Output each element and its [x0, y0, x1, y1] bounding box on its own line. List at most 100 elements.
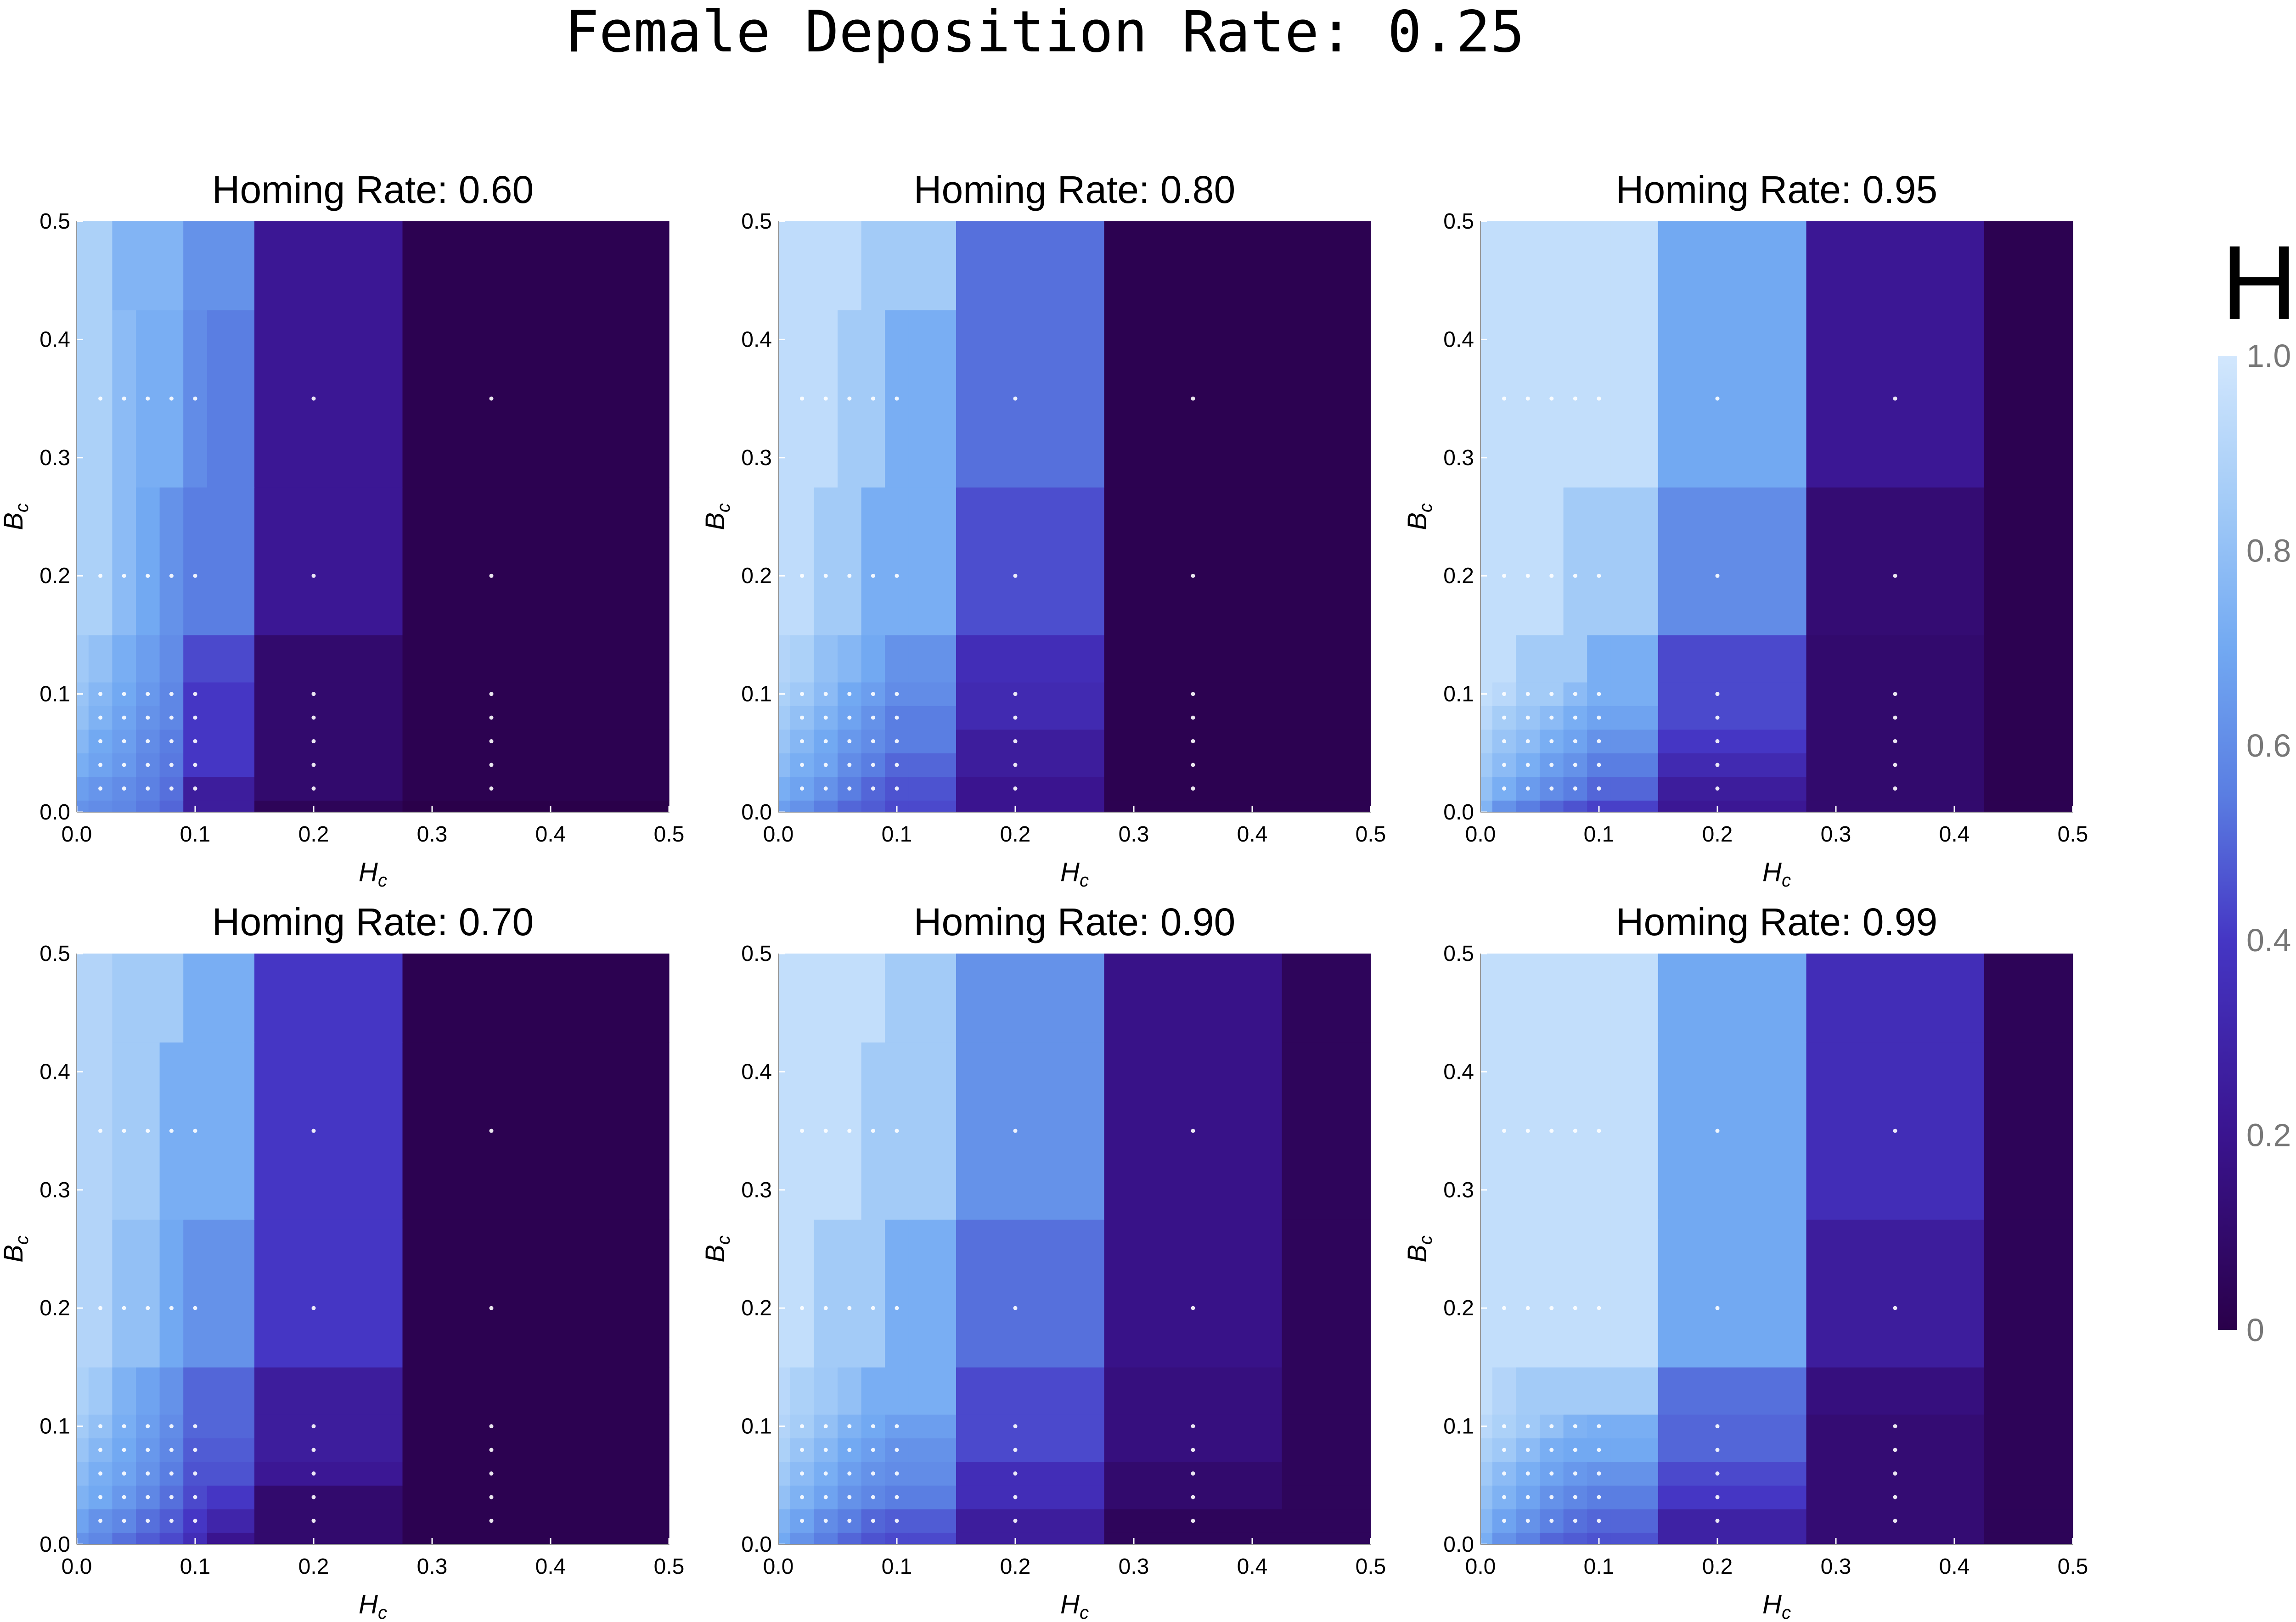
sample-point	[1525, 692, 1530, 696]
sample-point	[1013, 739, 1018, 744]
heatmap-cell	[790, 487, 814, 635]
sample-point	[1549, 1424, 1554, 1429]
sample-point	[122, 1306, 126, 1310]
heatmap-cell	[908, 310, 957, 488]
figure-title: Female Deposition Rate: 0.25	[565, 0, 1525, 65]
heatmap-cell	[1282, 1485, 1371, 1510]
heatmap-panel-1: Homing Rate: 0.60 0.0 0.1 0.2 0.3 0.4 0.5 0.0 0.…	[0, 168, 684, 891]
y-tick-label: 0.2	[1443, 1296, 1474, 1320]
sample-point	[489, 692, 494, 696]
heatmap-cells	[778, 954, 1371, 1545]
sample-point	[311, 1448, 316, 1452]
heatmap-cell	[885, 1219, 909, 1368]
heatmap-cell	[112, 1532, 136, 1545]
heatmap-cell	[254, 487, 403, 635]
sample-point	[895, 692, 899, 696]
heatmap-cell	[814, 954, 838, 1043]
heatmap-cell	[956, 1485, 1105, 1510]
heatmap-cell	[1563, 1532, 1587, 1545]
heatmap-cell	[207, 954, 255, 1043]
heatmap-cell	[1480, 1461, 1493, 1486]
y-tick-label: 0.0	[39, 1532, 70, 1557]
heatmap-cell	[1984, 682, 2073, 706]
heatmap-cell	[1540, 221, 1564, 310]
sample-point	[146, 715, 150, 720]
heatmap-cell	[956, 800, 1105, 813]
sample-point	[1597, 786, 1601, 791]
sample-point	[895, 1306, 899, 1310]
sample-point	[871, 1306, 875, 1310]
sample-point	[1597, 715, 1601, 720]
heatmap-cell	[580, 776, 670, 801]
sample-point	[823, 1471, 828, 1476]
x-axis-label: Hc	[359, 1589, 387, 1622]
sample-point	[1191, 1495, 1195, 1499]
sample-point	[311, 1306, 316, 1310]
heatmap-cell	[1610, 776, 1659, 801]
sample-point	[847, 1519, 852, 1523]
y-tick-label: 0.5	[741, 942, 772, 966]
x-tick-label: 0.0	[763, 1555, 794, 1579]
sample-point	[1573, 1448, 1577, 1452]
heatmap-cell	[814, 1532, 838, 1545]
heatmap-cell	[1658, 1414, 1807, 1438]
x-tick-label: 0.0	[62, 822, 92, 847]
heatmap-cell	[580, 954, 670, 1043]
heatmap-cell	[254, 1438, 403, 1462]
heatmap-cell	[956, 1367, 1105, 1415]
heatmap-cell	[580, 1532, 670, 1545]
sample-point	[122, 573, 126, 578]
sample-point	[823, 1424, 828, 1429]
sample-point	[169, 1424, 174, 1429]
sample-point	[1502, 786, 1507, 791]
heatmap-cell	[908, 1461, 957, 1486]
sample-point	[1013, 1448, 1018, 1452]
heatmap-cell	[1540, 634, 1564, 683]
heatmap-cell	[956, 1509, 1105, 1533]
sample-point	[847, 739, 852, 744]
heatmap-cell	[402, 634, 581, 683]
colorbar-tick-label: 0.6	[2246, 728, 2291, 763]
colorbar-tick-label: 0.2	[2246, 1117, 2291, 1153]
sample-point	[1525, 786, 1530, 791]
sample-point	[311, 763, 316, 767]
x-tick-label: 0.2	[1000, 822, 1031, 847]
sample-point	[169, 1128, 174, 1133]
heatmap-cell	[254, 753, 403, 777]
sample-point	[847, 1306, 852, 1310]
x-tick-label: 0.4	[535, 1555, 566, 1579]
heatmap-cell	[1806, 1219, 1985, 1368]
sample-point	[311, 1128, 316, 1133]
heatmap-cell	[1492, 634, 1516, 683]
heatmap-cell	[814, 1219, 838, 1368]
heatmap-cell	[861, 954, 885, 1043]
heatmap-cell	[77, 1219, 89, 1368]
sample-point	[169, 1495, 174, 1499]
sample-point	[169, 573, 174, 578]
sample-point	[823, 786, 828, 791]
heatmap-cell	[956, 954, 1105, 1043]
sample-point	[146, 573, 150, 578]
heatmap-cell	[1563, 1219, 1587, 1368]
heatmap-cells	[778, 221, 1371, 813]
sample-point	[169, 786, 174, 791]
heatmap-cell	[778, 753, 791, 777]
sample-points	[1502, 1128, 1897, 1523]
heatmap-cell	[112, 800, 136, 813]
sample-point	[1191, 786, 1195, 791]
heatmap-cell	[1492, 487, 1516, 635]
heatmap-cell	[814, 1367, 838, 1415]
heatmap-cell	[1540, 800, 1564, 813]
heatmap-cell	[207, 221, 255, 310]
y-tick-label: 0.0	[39, 800, 70, 825]
sample-point	[489, 1448, 494, 1452]
sample-point	[847, 715, 852, 720]
sample-point	[1525, 1471, 1530, 1476]
heatmap-cell	[908, 1485, 957, 1510]
heatmap-cell	[1492, 221, 1516, 310]
heatmap-cell	[778, 1509, 791, 1533]
heatmap-cell	[159, 1532, 184, 1545]
x-tick-label: 0.2	[1702, 822, 1733, 847]
heatmap-cell	[1658, 221, 1807, 310]
sample-point	[1191, 739, 1195, 744]
